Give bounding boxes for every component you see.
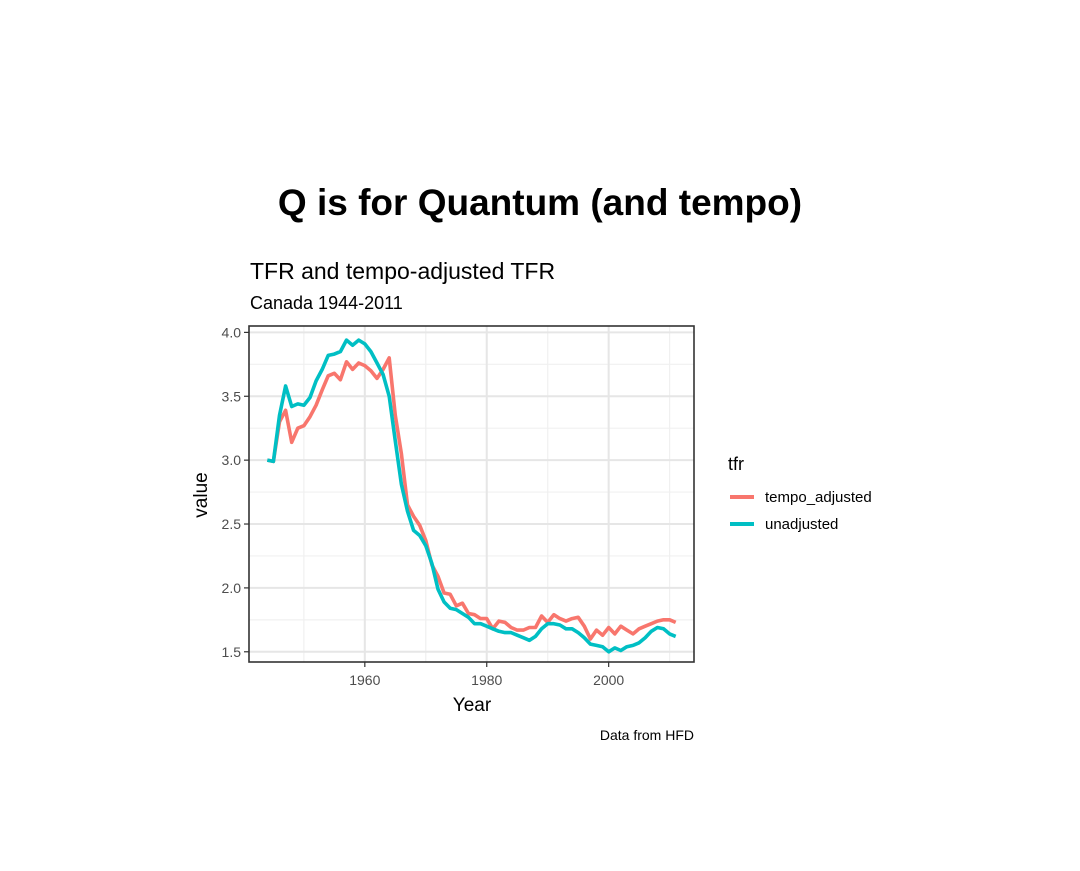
y-tick-label: 3.5 bbox=[222, 388, 242, 404]
x-tick-label: 2000 bbox=[593, 672, 624, 688]
x-tick-label: 1980 bbox=[471, 672, 502, 688]
legend-label: tempo_adjusted bbox=[765, 489, 872, 506]
legend-label: unadjusted bbox=[765, 516, 838, 533]
legend-title: tfr bbox=[728, 454, 744, 474]
chart-subtitle: Canada 1944-2011 bbox=[250, 293, 403, 313]
legend: tfr tempo_adjusted unadjusted bbox=[728, 454, 872, 533]
y-tick-label: 1.5 bbox=[222, 644, 242, 660]
page-title: Q is for Quantum (and tempo) bbox=[277, 182, 803, 223]
y-axis-label: value bbox=[191, 472, 212, 517]
plot-background bbox=[249, 326, 694, 662]
y-tick-label: 2.5 bbox=[222, 516, 242, 532]
series-line-tempo-adjusted bbox=[266, 356, 677, 641]
y-tick-label: 3.0 bbox=[222, 452, 242, 468]
plot-panel: 1960 1980 2000 1.5 2.0 2.5 3.0 3.5 4.0 bbox=[222, 324, 695, 688]
y-tick-label: 4.0 bbox=[222, 324, 242, 340]
plot-border bbox=[248, 325, 695, 663]
x-axis-label: Year bbox=[453, 695, 492, 716]
chart-caption: Data from HFD bbox=[600, 727, 694, 743]
chart-title: TFR and tempo-adjusted TFR bbox=[250, 258, 555, 284]
series-line-unadjusted bbox=[266, 338, 677, 654]
y-tick-label: 2.0 bbox=[222, 580, 242, 596]
x-tick-label: 1960 bbox=[349, 672, 380, 688]
